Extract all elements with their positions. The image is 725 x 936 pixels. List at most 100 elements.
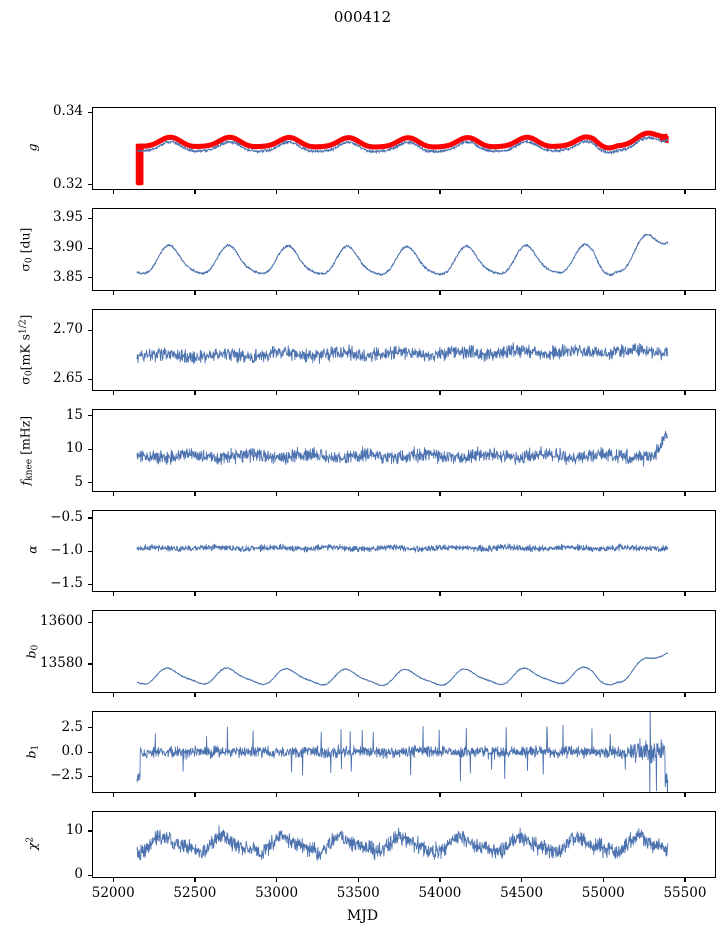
x-tick-mark [684, 592, 686, 596]
y-tick-label: 3.95 [52, 209, 83, 226]
x-tick-mark [276, 793, 278, 797]
x-tick-mark [194, 693, 196, 697]
series-plot [136, 652, 669, 687]
g-raw-blue-series [136, 135, 669, 156]
y-tick-mark [88, 517, 92, 519]
x-tick-mark [357, 878, 359, 882]
x-tick-mark [521, 190, 523, 194]
y-tick-mark [88, 830, 92, 832]
y-axis-label: σ0 [du] [17, 227, 35, 272]
series-plot [136, 430, 669, 467]
y-tick-mark [88, 415, 92, 417]
y-tick-label: 13600 [40, 613, 83, 630]
plot-panel-b-1 [92, 711, 716, 793]
x-tick-mark [521, 291, 523, 295]
x-tick-label: 52500 [173, 885, 217, 901]
y-axis-label: g [24, 143, 40, 152]
x-tick-mark [194, 391, 196, 395]
x-tick-mark [439, 878, 441, 882]
plot-panel-alpha [92, 510, 716, 592]
x-tick-mark [276, 291, 278, 295]
series-plot [136, 233, 669, 277]
y-tick-label: −1.5 [50, 575, 83, 592]
x-tick-mark [521, 793, 523, 797]
plot-panel-g [92, 107, 716, 190]
y-tick-label: 2.70 [52, 321, 83, 338]
y-tick-mark [88, 482, 92, 484]
plot-panel-sigma-0-du- [92, 208, 716, 291]
x-tick-mark [112, 592, 114, 596]
f-knee-series [136, 430, 669, 467]
y-tick-label: 2.5 [61, 718, 83, 735]
x-tick-mark [602, 391, 604, 395]
series-plot [136, 712, 669, 792]
x-tick-mark [276, 492, 278, 496]
x-tick-mark [602, 793, 604, 797]
x-tick-mark [112, 492, 114, 496]
series-plot [136, 342, 669, 365]
y-tick-mark [88, 583, 92, 585]
x-tick-mark [684, 793, 686, 797]
y-tick-mark [88, 378, 92, 380]
x-tick-mark [112, 793, 114, 797]
y-tick-label: 0.34 [52, 103, 83, 120]
y-tick-mark [88, 621, 92, 624]
y-tick-label: 2.65 [52, 370, 83, 387]
x-tick-mark [684, 492, 686, 496]
x-tick-mark [684, 291, 686, 295]
x-tick-mark [439, 291, 441, 295]
x-tick-mark [194, 592, 196, 596]
b0-series [136, 652, 669, 687]
y-tick-mark [88, 727, 92, 729]
x-tick-label: 55000 [581, 885, 625, 901]
x-tick-mark [357, 291, 359, 295]
y-tick-label: 0 [74, 866, 83, 883]
x-tick-mark [357, 693, 359, 697]
chi2-series [136, 825, 669, 861]
figure-title: 000412 [333, 8, 392, 26]
y-tick-label: 10 [65, 821, 83, 838]
x-tick-mark [521, 391, 523, 395]
x-tick-mark [439, 592, 441, 596]
x-tick-label: 53000 [255, 885, 299, 901]
x-tick-mark [276, 693, 278, 697]
x-tick-mark [194, 793, 196, 797]
y-tick-mark [88, 448, 92, 450]
x-tick-mark [521, 592, 523, 596]
x-tick-mark [276, 878, 278, 882]
y-tick-label: 15 [65, 406, 83, 423]
x-tick-mark [194, 190, 196, 194]
y-tick-mark [88, 874, 92, 876]
x-tick-mark [521, 693, 523, 697]
x-tick-mark [602, 592, 604, 596]
y-tick-label: 13580 [40, 654, 83, 671]
y-tick-mark [88, 751, 92, 753]
series-plot [134, 130, 671, 186]
x-tick-mark [357, 793, 359, 797]
x-tick-mark [684, 190, 686, 194]
x-tick-mark [521, 878, 523, 882]
x-tick-mark [439, 793, 441, 797]
x-tick-mark [357, 391, 359, 395]
y-axis-label: fknee [mHz] [17, 415, 35, 485]
y-tick-mark [88, 663, 92, 665]
x-tick-mark [276, 592, 278, 596]
x-tick-mark [602, 492, 604, 496]
sigma0-mks-series [136, 342, 669, 365]
y-tick-mark [88, 217, 92, 219]
x-tick-mark [602, 878, 604, 882]
y-tick-mark [88, 111, 92, 113]
x-tick-mark [112, 190, 114, 194]
b1-series [136, 712, 669, 792]
x-tick-mark [357, 592, 359, 596]
x-tick-mark [602, 693, 604, 697]
x-tick-label: 52000 [91, 885, 135, 901]
x-tick-mark [194, 492, 196, 496]
y-tick-mark [88, 329, 92, 332]
y-axis-label: σ0[mK s1/2] [17, 314, 35, 385]
y-tick-label: 3.85 [52, 268, 83, 285]
y-tick-label: −0.5 [50, 508, 83, 525]
y-tick-label: 0.32 [52, 175, 83, 192]
plot-panel-chi-2 [92, 811, 716, 878]
y-tick-label: −2.5 [50, 767, 83, 784]
